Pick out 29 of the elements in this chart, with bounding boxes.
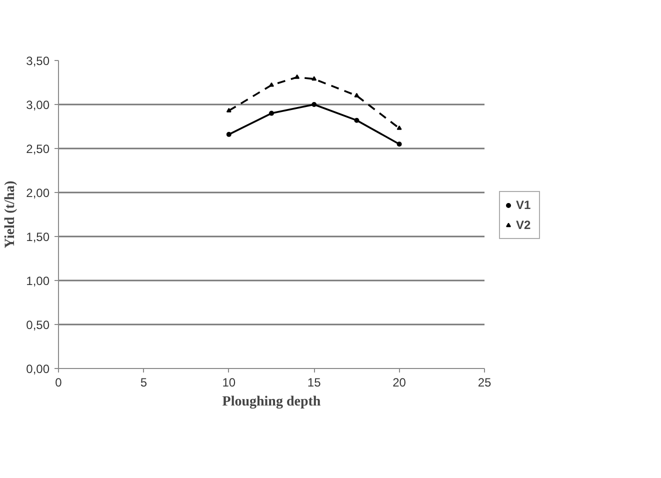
point — [396, 142, 402, 147]
y-tick-label: 1,00 — [26, 274, 50, 288]
point — [269, 82, 274, 87]
point — [294, 74, 300, 79]
legend-label: V2 — [516, 218, 532, 232]
y-tick-label: 0,00 — [26, 362, 50, 376]
y-tick-label: 3,00 — [26, 98, 50, 112]
x-tick-label: 10 — [222, 376, 236, 390]
point — [396, 125, 402, 130]
legend-label: V1 — [516, 198, 532, 212]
point — [354, 92, 360, 98]
y-tick-label: 3,50 — [26, 54, 50, 68]
point — [312, 102, 317, 107]
x-tick-label: 20 — [392, 376, 406, 390]
point — [226, 132, 232, 137]
x-axis-title: Ploughing depth — [222, 394, 321, 410]
y-tick-label: 2,00 — [26, 186, 50, 200]
y-tick-label: 0,50 — [26, 318, 50, 332]
point — [226, 108, 232, 112]
point — [354, 118, 360, 123]
x-tick-label: 25 — [478, 376, 492, 390]
x-tick-label: 5 — [140, 376, 148, 390]
y-tick-label: 1,50 — [26, 230, 50, 244]
y-axis-title: Yield (t/ha) — [3, 180, 18, 248]
y-tick-label: 2,50 — [26, 142, 50, 156]
x-tick-label: 0 — [55, 376, 62, 390]
point — [312, 76, 317, 81]
x-tick-label: 15 — [307, 376, 322, 390]
point — [269, 110, 274, 116]
